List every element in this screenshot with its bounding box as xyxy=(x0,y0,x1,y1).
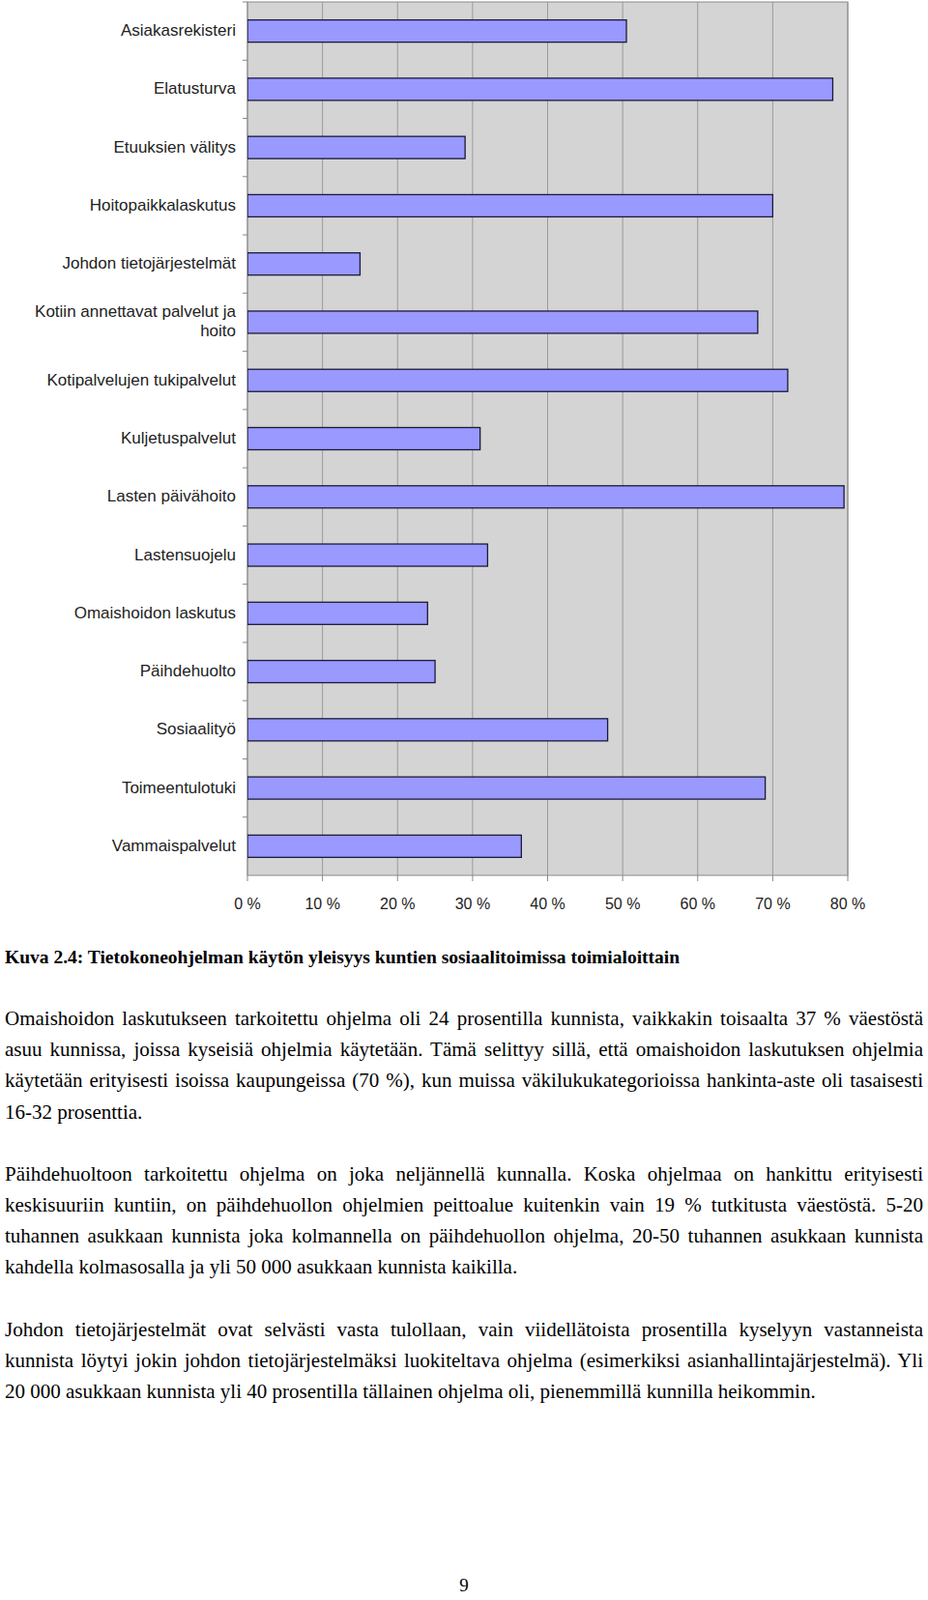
category-tick xyxy=(242,175,248,177)
category-label: Etuuksien välitys xyxy=(7,138,236,158)
category-label: Toimeentulotuki xyxy=(7,779,236,799)
paragraph: Päihdehuoltoon tarkoitettu ohjelma on jo… xyxy=(4,1159,924,1284)
category-label: Kuljetuspalvelut xyxy=(7,429,236,449)
category-tick xyxy=(242,59,248,61)
bar xyxy=(247,486,844,509)
bar xyxy=(247,194,773,217)
page-number: 9 xyxy=(0,1575,928,1597)
category-tick xyxy=(242,525,248,527)
caption: Kuva 2.4: Tietokoneohjelman käytön yleis… xyxy=(4,947,924,969)
bar xyxy=(247,369,788,392)
category-tick xyxy=(242,408,248,410)
grid-line xyxy=(547,1,549,876)
bar xyxy=(247,253,360,276)
tick-mark xyxy=(247,875,249,882)
category-tick xyxy=(242,1,248,3)
category-tick xyxy=(242,467,248,469)
tick-mark xyxy=(847,875,849,882)
category-label: Asiakasrekisteri xyxy=(7,21,236,41)
category-tick xyxy=(242,700,248,702)
category-label: Vammaispalvelut xyxy=(7,837,236,857)
tick-label: 30 % xyxy=(455,896,491,913)
bar xyxy=(247,428,481,451)
bar xyxy=(247,544,488,567)
bar xyxy=(247,20,627,43)
tick-label: 60 % xyxy=(680,896,716,913)
category-label: Kotipalvelujen tukipalvelut xyxy=(7,371,236,391)
tick-label: 80 % xyxy=(830,896,866,913)
bar xyxy=(247,78,833,101)
grid-line xyxy=(622,1,624,876)
tick-mark xyxy=(321,875,323,882)
bar xyxy=(247,661,435,684)
paragraph: Omaishoidon laskutukseen tarkoitettu ohj… xyxy=(4,1003,924,1129)
body-text: Omaishoidon laskutukseen tarkoitettu ohj… xyxy=(4,1003,924,1439)
category-tick xyxy=(242,816,248,818)
category-tick xyxy=(242,350,248,352)
bar xyxy=(247,311,758,334)
category-label: Johdon tietojärjestelmät xyxy=(7,254,236,274)
category-tick xyxy=(242,234,248,236)
category-label: Omaishoidon laskutus xyxy=(7,604,236,624)
plot-area xyxy=(247,1,848,876)
tick-label: 0 % xyxy=(233,896,261,913)
category-label: Kotiin annettavat palvelut ja hoito xyxy=(7,302,236,342)
tick-mark xyxy=(772,875,774,882)
category-tick xyxy=(242,292,248,294)
paragraph: Johdon tietojärjestelmät ovat selvästi v… xyxy=(4,1314,924,1409)
tick-mark xyxy=(471,875,473,882)
tick-label: 50 % xyxy=(605,896,640,913)
tick-label: 10 % xyxy=(304,896,340,913)
tick-mark xyxy=(397,875,399,882)
tick-label: 20 % xyxy=(379,896,415,913)
plot-frame xyxy=(247,1,848,876)
category-tick xyxy=(242,641,248,643)
bars xyxy=(247,20,844,859)
bar xyxy=(247,136,465,159)
grid-line xyxy=(772,1,774,876)
tick-mark xyxy=(547,875,549,882)
category-label: Lasten päivähoito xyxy=(7,487,236,507)
category-label: Lastensuojelu xyxy=(7,546,236,566)
category-label: Päihdehuolto xyxy=(7,662,236,682)
category-tick xyxy=(242,117,248,119)
category-label: Elatusturva xyxy=(7,79,236,99)
grid-line xyxy=(696,1,698,876)
category-label: Hoitopaikkalaskutus xyxy=(7,196,236,216)
category-tick xyxy=(242,583,248,585)
tick-label: 70 % xyxy=(754,896,790,913)
bar xyxy=(247,835,522,858)
bar xyxy=(247,777,766,800)
bar xyxy=(247,602,428,625)
tick-mark xyxy=(696,875,698,882)
category-tick xyxy=(242,758,248,760)
tick-label: 40 % xyxy=(529,896,565,913)
bar xyxy=(247,719,609,742)
tick-mark xyxy=(622,875,624,882)
category-label: Sosiaalityö xyxy=(7,720,236,740)
